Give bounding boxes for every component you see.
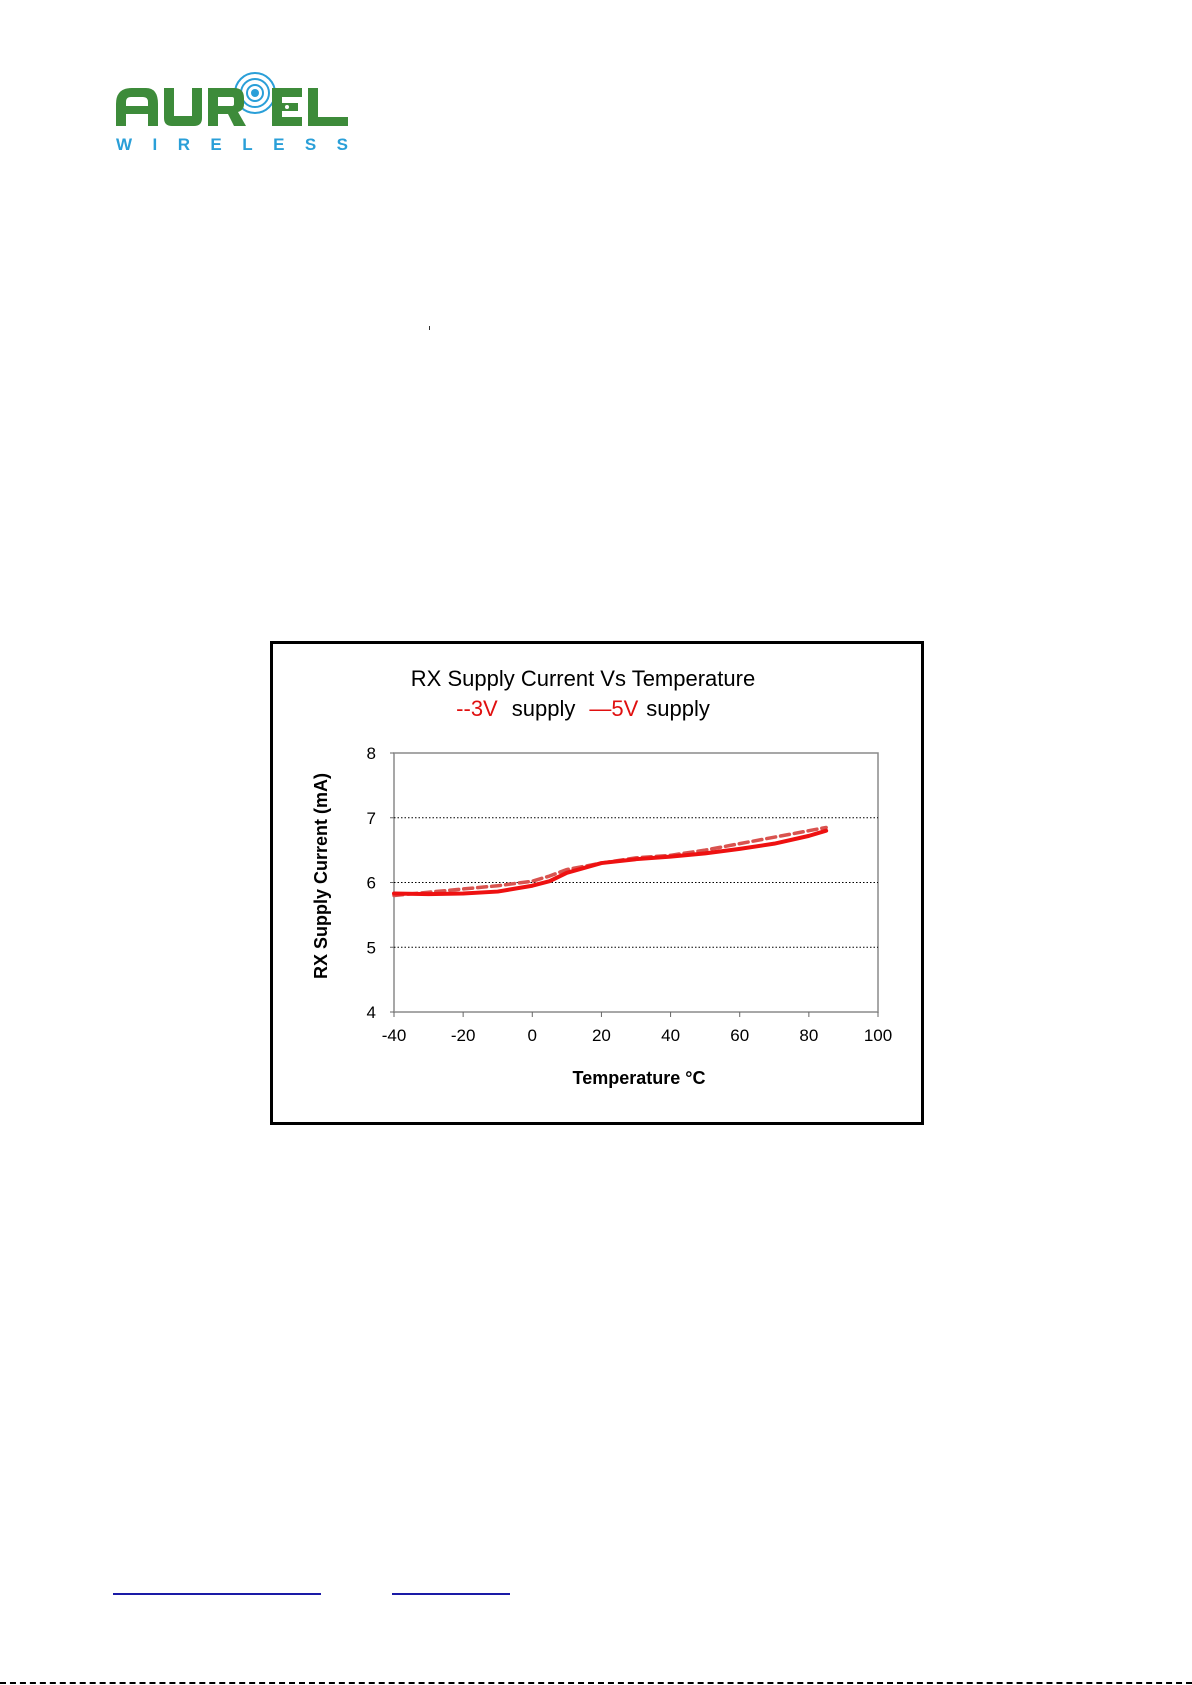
x-axis-label: Temperature °C	[573, 1068, 706, 1088]
legend-3v-marker: --	[456, 696, 471, 721]
x-tick-label: 60	[730, 1026, 749, 1045]
plot-layer: 4 5 6 7 8 -40 -20 0 20 40 60 80 100	[367, 744, 893, 1045]
y-tick-label: 4	[367, 1003, 376, 1022]
x-tick-label: -40	[382, 1026, 407, 1045]
aurel-wireless-logo: WIRELESS	[116, 72, 348, 154]
legend-5v-label: 5V	[611, 696, 638, 721]
legend-5v-suffix: supply	[646, 696, 710, 721]
legend-3v-suffix: supply	[512, 696, 576, 721]
y-tick-label: 7	[367, 809, 376, 828]
legend-5v-marker: —	[589, 696, 611, 721]
y-tick-label: 5	[367, 938, 376, 957]
legend-3v-label: 3V	[471, 696, 498, 721]
y-tick-label: 8	[367, 744, 376, 763]
x-tick-label: 0	[528, 1026, 537, 1045]
chart-legend: --3V supply —5V supply	[456, 696, 710, 721]
chart-svg: RX Supply Current Vs Temperature --3V sup…	[311, 666, 893, 1088]
x-tick-label: 40	[661, 1026, 680, 1045]
chart-frame: RX Supply Current Vs Temperature --3V sup…	[270, 641, 924, 1125]
footer-link-email[interactable]	[392, 1575, 510, 1595]
y-tick-label: 6	[367, 874, 376, 893]
footer-rule	[0, 1682, 1192, 1684]
y-axis-label: RX Supply Current (mA)	[311, 773, 331, 979]
x-tick-label: -20	[451, 1026, 476, 1045]
stray-mark	[429, 326, 430, 330]
x-tick-label: 100	[864, 1026, 892, 1045]
series-line-5V	[392, 828, 829, 897]
footer-link-website[interactable]	[113, 1575, 321, 1595]
chart-title: RX Supply Current Vs Temperature	[411, 666, 755, 691]
x-tick-label: 20	[592, 1026, 611, 1045]
logo-tagline: WIRELESS	[116, 135, 348, 154]
x-tick-label: 80	[799, 1026, 818, 1045]
